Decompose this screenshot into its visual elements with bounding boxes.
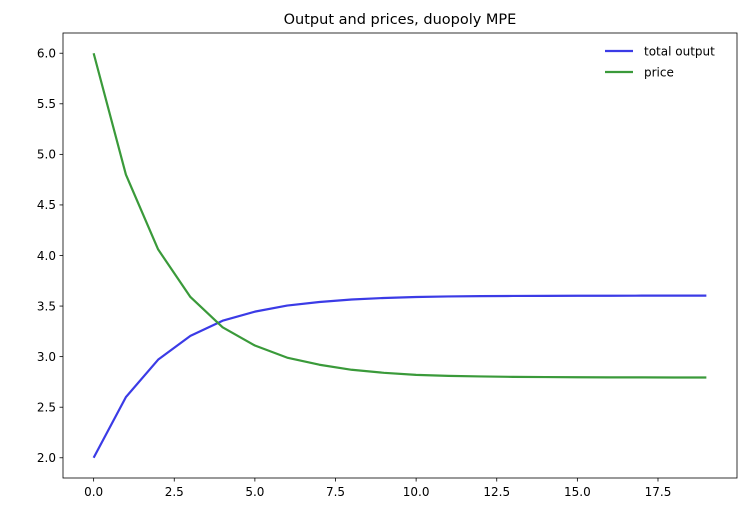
chart-title: Output and prices, duopoly MPE — [284, 12, 517, 28]
y-tick-label: 3.5 — [37, 299, 56, 313]
y-tick-label: 3.0 — [37, 350, 56, 364]
x-tick-label: 15.0 — [564, 485, 591, 499]
x-tick-label: 2.5 — [165, 485, 184, 499]
x-tick-label: 10.0 — [403, 485, 430, 499]
y-axis-ticks: 2.0 2.5 3.0 3.5 4.0 4.5 5.0 5.5 6.0 — [37, 47, 63, 465]
x-tick-label: 17.5 — [645, 485, 672, 499]
plot-series — [92, 52, 707, 459]
y-tick-label: 6.0 — [37, 47, 56, 61]
y-tick-label: 4.0 — [37, 249, 56, 263]
y-tick-label: 5.5 — [37, 97, 56, 111]
y-tick-label: 2.5 — [37, 401, 56, 415]
y-tick-label: 4.5 — [37, 198, 56, 212]
x-tick-label: 5.0 — [245, 485, 264, 499]
x-tick-label: 12.5 — [483, 485, 510, 499]
plot-frame — [62, 32, 738, 479]
legend-label-0: total output — [644, 44, 715, 58]
x-tick-label: 7.5 — [326, 485, 345, 499]
legend-label-1: price — [644, 65, 674, 79]
series-line-1 — [92, 52, 707, 379]
y-tick-label: 5.0 — [37, 148, 56, 162]
series-line-0 — [92, 294, 707, 459]
y-tick-label: 2.0 — [37, 451, 56, 465]
x-axis-ticks: 0.0 2.5 5.0 7.5 10.0 12.5 15.0 17.5 — [84, 478, 671, 499]
legend: total output price — [605, 44, 715, 79]
x-tick-label: 0.0 — [84, 485, 103, 499]
